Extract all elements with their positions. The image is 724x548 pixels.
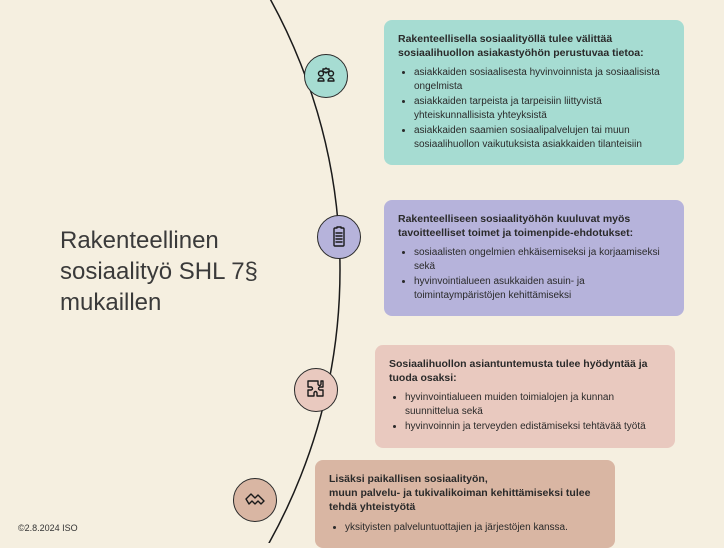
bullet-item: asiakkaiden sosiaalisesta hyvinvoinnista… [414,66,670,93]
bullet-item: hyvinvointialueen asukkaiden asuin- ja t… [414,275,670,302]
card-heading: Rakenteellisella sosiaalityöllä tulee vä… [398,32,670,60]
bullet-item: yksityisten palveluntuottajien ja järjes… [345,521,601,535]
clipboard-icon [327,225,351,249]
card-3: Lisäksi paikallisen sosiaalityön, muun p… [315,460,615,548]
bullet-item: hyvinvoinnin ja terveyden edistämiseksi … [405,420,661,434]
puzzle-icon [304,378,328,402]
card-heading: Lisäksi paikallisen sosiaalityön, muun p… [329,472,601,515]
card-1: Rakenteelliseen sosiaalityöhön kuuluvat … [384,200,684,316]
card-bullets: yksityisten palveluntuottajien ja järjes… [329,521,601,535]
bullet-item: asiakkaiden saamien sosiaalipalvelujen t… [414,124,670,151]
card-heading: Sosiaalihuollon asiantuntemusta tulee hy… [389,357,661,385]
node-3 [233,478,277,522]
node-1 [317,215,361,259]
people-icon [314,64,338,88]
card-0: Rakenteellisella sosiaalityöllä tulee vä… [384,20,684,165]
bullet-item: asiakkaiden tarpeista ja tarpeisiin liit… [414,95,670,122]
page-title: Rakenteellinen sosiaalityö SHL 7§ mukail… [60,225,320,319]
card-bullets: hyvinvointialueen muiden toimialojen ja … [389,391,661,434]
node-0 [304,54,348,98]
node-2 [294,368,338,412]
bullet-item: hyvinvointialueen muiden toimialojen ja … [405,391,661,418]
bullet-item: sosiaalisten ongelmien ehkäisemiseksi ja… [414,246,670,273]
card-bullets: asiakkaiden sosiaalisesta hyvinvoinnista… [398,66,670,151]
card-bullets: sosiaalisten ongelmien ehkäisemiseksi ja… [398,246,670,302]
card-heading: Rakenteelliseen sosiaalityöhön kuuluvat … [398,212,670,240]
card-2: Sosiaalihuollon asiantuntemusta tulee hy… [375,345,675,448]
handshake-icon [243,488,267,512]
footer-text: ©2.8.2024 ISO [18,523,78,533]
